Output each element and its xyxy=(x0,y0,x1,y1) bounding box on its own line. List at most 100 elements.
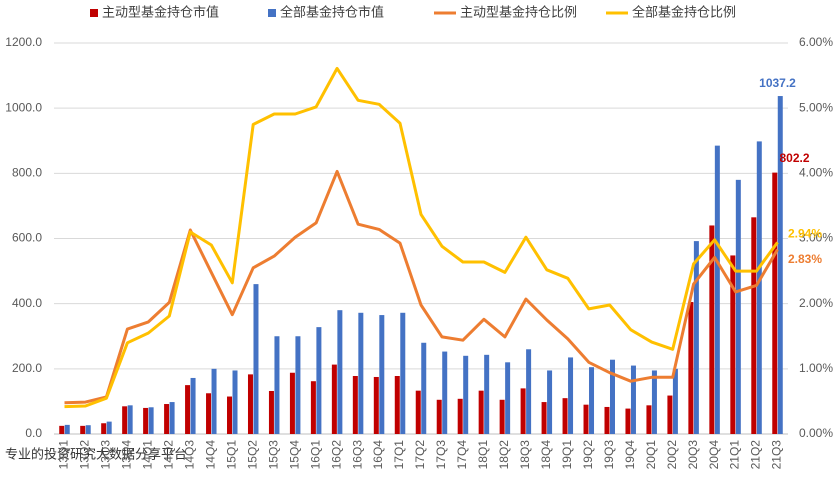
bar xyxy=(693,241,699,434)
x-tick-label: 18Q2 xyxy=(497,440,511,470)
bar xyxy=(436,399,442,434)
bar xyxy=(289,372,295,434)
bar xyxy=(295,336,301,434)
y2-tick-label: 3.00% xyxy=(799,231,833,245)
bar xyxy=(148,407,154,434)
bar xyxy=(80,425,86,434)
x-tick-label: 21Q1 xyxy=(728,440,742,470)
legend-marker xyxy=(268,9,276,17)
bar xyxy=(59,425,65,434)
x-tick-label: 18Q4 xyxy=(539,440,553,470)
y-tick-label: 400.0 xyxy=(12,296,42,310)
x-tick-label: 17Q4 xyxy=(455,440,469,470)
bar xyxy=(227,396,233,434)
bar xyxy=(478,390,484,434)
bar xyxy=(562,398,568,434)
bar xyxy=(379,315,385,434)
bar xyxy=(709,225,715,434)
x-tick-label: 19Q1 xyxy=(560,440,574,470)
x-tick-label: 14Q2 xyxy=(162,440,176,470)
y2-tick-label: 0.00% xyxy=(799,426,833,440)
x-tick-label: 15Q3 xyxy=(266,440,280,470)
legend-label: 主动型基金持仓市值 xyxy=(102,4,219,19)
bar xyxy=(211,368,217,434)
bar xyxy=(337,310,343,434)
x-tick-label: 15Q1 xyxy=(224,440,238,470)
legend-marker xyxy=(90,9,98,17)
bar xyxy=(730,255,736,434)
legend-label: 主动型基金持仓比例 xyxy=(460,4,577,19)
bar xyxy=(85,425,91,434)
y-tick-label: 0.0 xyxy=(25,426,42,440)
bar xyxy=(583,404,589,434)
bar xyxy=(421,342,427,434)
x-tick-label: 16Q2 xyxy=(329,440,343,470)
bar xyxy=(64,424,70,434)
data-label: 802.2 xyxy=(780,151,810,165)
watermark: 专业的投资研究大数据分享平台 xyxy=(5,446,187,461)
bar xyxy=(651,370,657,434)
x-tick-label: 14Q1 xyxy=(141,440,155,470)
bar xyxy=(442,351,448,434)
bar xyxy=(756,141,762,434)
bar xyxy=(253,284,259,434)
bar xyxy=(143,407,149,434)
y2-tick-label: 6.00% xyxy=(799,35,833,49)
x-tick-label: 16Q1 xyxy=(308,440,322,470)
x-tick-label: 20Q3 xyxy=(686,440,700,470)
bar xyxy=(751,217,757,434)
bar xyxy=(185,385,191,434)
x-tick-label: 21Q3 xyxy=(770,440,784,470)
y2-tick-label: 4.00% xyxy=(799,166,833,180)
bar xyxy=(625,408,631,434)
bar xyxy=(352,376,358,434)
data-label: 1037.2 xyxy=(759,76,796,90)
bar xyxy=(169,402,175,434)
bar xyxy=(589,367,595,434)
x-tick-label: 13Q4 xyxy=(120,440,134,470)
line xyxy=(64,66,779,409)
y-tick-label: 1000.0 xyxy=(5,100,42,114)
bar xyxy=(609,359,615,434)
bar xyxy=(520,388,526,434)
x-tick-label: 19Q3 xyxy=(602,440,616,470)
y-tick-label: 800.0 xyxy=(12,166,42,180)
bar xyxy=(316,327,322,434)
bar xyxy=(505,362,511,434)
bar xyxy=(457,398,463,434)
bar xyxy=(331,364,337,434)
x-tick-label: 20Q1 xyxy=(644,440,658,470)
bar xyxy=(127,405,133,434)
bar xyxy=(463,355,469,434)
x-tick-label: 20Q2 xyxy=(665,440,679,470)
data-label: 2.94% xyxy=(788,227,822,241)
line xyxy=(64,169,779,405)
bar xyxy=(735,179,741,434)
x-tick-label: 17Q3 xyxy=(434,440,448,470)
x-tick-label: 19Q2 xyxy=(581,440,595,470)
y2-tick-label: 1.00% xyxy=(799,361,833,375)
x-tick-label: 17Q1 xyxy=(392,440,406,470)
bar xyxy=(190,377,196,434)
bar xyxy=(232,370,238,434)
bar xyxy=(164,404,170,434)
bar xyxy=(101,423,107,434)
bar xyxy=(484,354,490,434)
x-tick-label: 15Q4 xyxy=(287,440,301,470)
bar xyxy=(526,349,532,434)
bar xyxy=(630,365,636,434)
x-tick-label: 19Q4 xyxy=(623,440,637,470)
x-tick-label: 18Q1 xyxy=(476,440,490,470)
bar xyxy=(206,393,212,434)
y-tick-label: 600.0 xyxy=(12,231,42,245)
bar xyxy=(106,421,112,434)
x-tick-label: 14Q4 xyxy=(203,440,217,470)
bar xyxy=(547,370,553,434)
bar xyxy=(672,368,678,434)
x-tick-label: 16Q4 xyxy=(371,440,385,470)
bar xyxy=(122,406,128,434)
x-tick-label: 15Q2 xyxy=(245,440,259,470)
x-tick-label: 14Q3 xyxy=(182,440,196,470)
y2-tick-label: 2.00% xyxy=(799,296,833,310)
bar xyxy=(310,381,316,434)
